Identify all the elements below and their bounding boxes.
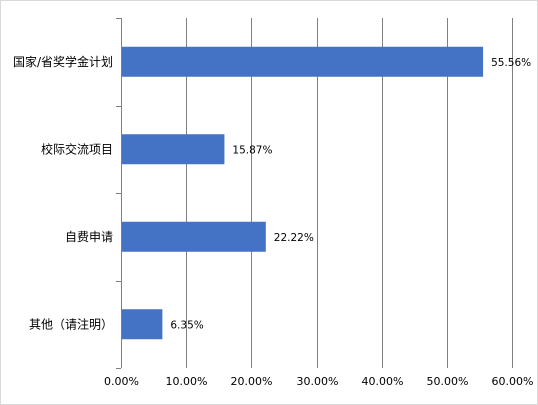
x-tick-label: 10.00%	[166, 375, 208, 388]
category-label: 自费申请	[65, 230, 113, 244]
bar	[122, 221, 266, 252]
data-label: 6.35%	[170, 319, 203, 331]
category-label: 校际交流项目	[41, 141, 113, 156]
x-tick-label: 20.00%	[231, 375, 273, 388]
x-tick-label: 50.00%	[427, 375, 469, 388]
data-label: 22.22%	[274, 232, 314, 244]
x-tick-label: 0.00%	[104, 375, 139, 388]
x-tick-label: 40.00%	[362, 375, 404, 388]
category-label: 国家/省奖学金计划	[13, 54, 113, 69]
bar	[122, 134, 225, 165]
bar	[122, 309, 163, 340]
bar	[122, 46, 484, 77]
x-tick-label: 60.00%	[492, 375, 534, 388]
category-label: 其他（请注明）	[29, 316, 113, 331]
data-label: 55.56%	[491, 57, 531, 69]
data-label: 15.87%	[232, 144, 272, 156]
x-tick-label: 30.00%	[297, 375, 339, 388]
